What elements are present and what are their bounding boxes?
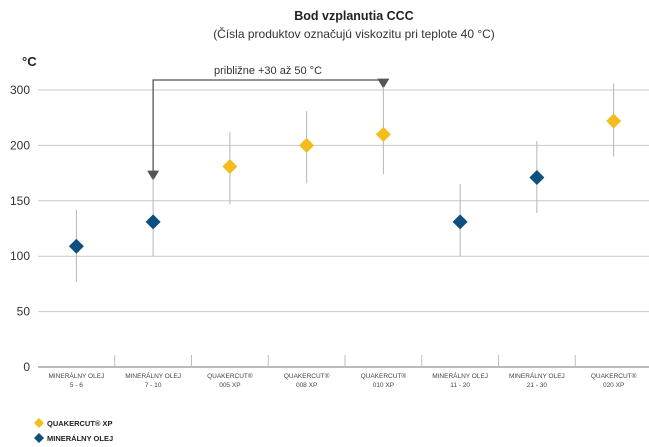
annotation-bracket [152, 79, 385, 172]
x-tick-label: MINERÁLNY OLEJ 7 - 10 [125, 371, 181, 389]
y-tick-label: 150 [10, 194, 30, 208]
legend: QUAKERCUT® XP MINERÁLNY OLEJ [34, 418, 113, 443]
y-tick-label: 0 [23, 360, 30, 374]
data-point [68, 238, 84, 254]
y-tick-label: 100 [10, 249, 30, 263]
grid-lines [38, 89, 649, 368]
x-tick-label: MINERÁLNY OLEJ 21 - 30 [509, 371, 565, 389]
x-tick-label: MINERÁLNY OLEJ 5 - 6 [48, 371, 104, 389]
chart-title: Bod vzplanutia CCC [294, 9, 413, 23]
x-tick-label: QUAKERCUT® 020 XP [591, 372, 637, 389]
y-tick-label: 50 [17, 305, 31, 319]
legend-entry: MINERÁLNY OLEJ [47, 434, 113, 443]
x-tick-label: MINERÁLNY OLEJ 11 - 20 [432, 371, 488, 389]
legend-entry: QUAKERCUT® XP [47, 419, 113, 428]
data-point [606, 113, 622, 129]
data-point [529, 170, 545, 186]
legend-marker [34, 433, 44, 443]
data-point [222, 158, 238, 174]
data-point [145, 214, 161, 230]
x-tick-label: QUAKERCUT® 010 XP [361, 372, 407, 389]
data-point [375, 126, 391, 142]
x-tick-label: QUAKERCUT® 005 XP [207, 372, 253, 389]
y-tick-label: 200 [10, 138, 30, 152]
y-tick-label: 300 [10, 83, 30, 97]
annotation: približne +30 až 50 °C [147, 65, 390, 181]
x-tick-labels: MINERÁLNY OLEJ 5 - 6 MINERÁLNY OLEJ 7 - 10 Q… [48, 371, 636, 389]
annotation-arrowhead [147, 170, 160, 181]
x-tick-label: QUAKERCUT® 008 XP [284, 372, 330, 389]
annotation-label: približne +30 až 50 °C [214, 65, 322, 77]
data-point [299, 137, 315, 153]
annotation-arrowhead [377, 78, 390, 89]
data-points [68, 83, 622, 282]
data-point [452, 214, 468, 230]
y-tick-labels: 0 50 100 150 200 300 [10, 83, 30, 374]
chart-subtitle: (Čísla produktov označujú viskozitu pri … [213, 26, 495, 41]
y-axis-label: °C [22, 54, 37, 69]
legend-marker [34, 418, 44, 428]
